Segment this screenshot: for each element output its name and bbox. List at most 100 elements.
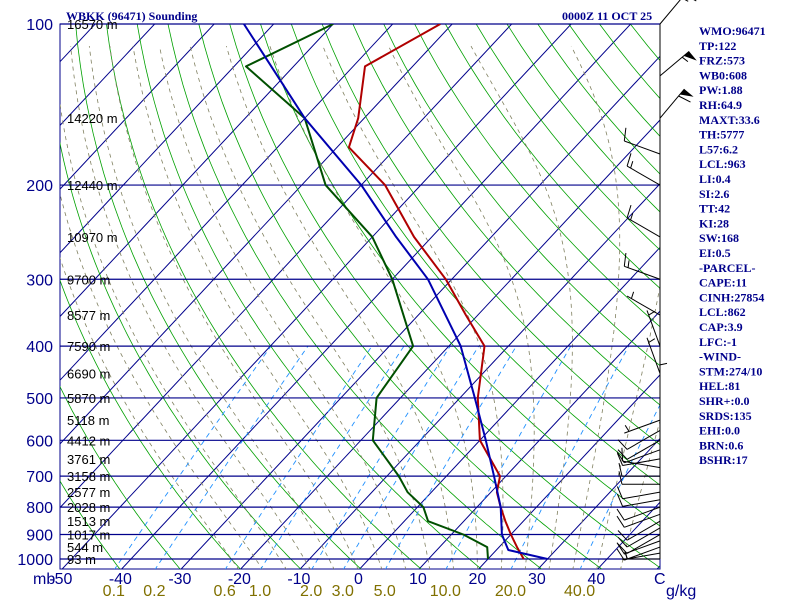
barb-staff — [622, 499, 661, 507]
moist-adiabat-line — [88, 46, 335, 569]
pressure-unit: mb — [33, 571, 55, 588]
dry-adiabat-line — [60, 141, 302, 569]
moist-adiabat-line — [60, 101, 287, 569]
barb-staff — [626, 429, 661, 450]
wind-barb — [617, 439, 661, 460]
wind-barb — [616, 506, 661, 521]
wind-barb — [616, 486, 661, 500]
temperature-tick-label: -40 — [109, 571, 132, 588]
mixing-ratio-line — [224, 345, 373, 569]
wind-barb — [659, 0, 697, 25]
dry-adiabat-line — [198, 24, 603, 569]
moist-adiabat-line — [322, 45, 504, 569]
mixing-ratio-line — [445, 345, 572, 569]
barb-staff — [626, 217, 661, 238]
mixing-ratio-line — [114, 345, 272, 569]
isotherm-line — [60, 24, 215, 190]
pressure-label: 100 — [26, 17, 53, 34]
index-line: WB0:608 — [699, 68, 747, 82]
barb-feather — [618, 462, 623, 477]
isotherm-line — [60, 24, 453, 445]
wind-barb — [626, 291, 661, 316]
barb-half-feather — [630, 161, 634, 169]
barb-feather — [616, 548, 625, 561]
index-line: -PARCEL- — [699, 261, 755, 275]
moist-adiabat-line — [132, 46, 383, 569]
moist-adiabat-line — [570, 45, 621, 569]
wind-barb — [618, 462, 661, 477]
barb-half-feather — [681, 56, 689, 62]
barb-feather — [617, 439, 628, 450]
barb-half-feather — [630, 212, 634, 221]
barb-staff — [646, 337, 661, 374]
barb-half-feather — [627, 260, 630, 268]
pressure-label: 500 — [26, 391, 53, 408]
index-line: FRZ:573 — [699, 54, 745, 68]
sounding-profiles — [243, 24, 548, 560]
barb-feather — [618, 471, 623, 485]
height-label: 4412 m — [67, 433, 110, 448]
moist-adiabat-line — [60, 192, 263, 569]
isotherm-line — [180, 55, 660, 569]
wind-barb — [617, 534, 661, 554]
barb-staff — [624, 449, 661, 464]
background-grid — [60, 24, 660, 569]
index-line: MAXT:33.6 — [699, 113, 760, 127]
index-line: BSHR:17 — [699, 453, 748, 467]
index-line: CINH:27854 — [699, 290, 764, 304]
mixing-ratio-line — [311, 345, 451, 569]
height-label: 6690 m — [67, 366, 110, 381]
temperature-tick-label: -10 — [287, 571, 310, 588]
barb-feather — [617, 543, 628, 554]
index-line: TH:5777 — [699, 128, 744, 142]
index-line: RH:64.9 — [699, 98, 742, 112]
wind-barb — [624, 419, 661, 434]
wind-barb — [626, 153, 661, 186]
height-label: 7590 m — [67, 339, 110, 354]
barb-staff — [622, 491, 661, 500]
pressure-label: 700 — [26, 469, 53, 486]
index-line: KI:28 — [699, 216, 729, 230]
index-line: EHI:0.0 — [699, 424, 740, 438]
barb-staff — [624, 419, 661, 434]
height-label: 3158 m — [67, 469, 110, 484]
wind-barb — [659, 88, 694, 119]
wind-barb — [616, 453, 661, 466]
barb-feather — [616, 493, 624, 507]
barb-pennant — [679, 89, 694, 97]
wind-barb — [616, 513, 661, 528]
barb-feather — [617, 449, 628, 460]
barb-staff — [626, 295, 661, 316]
barb-staff — [622, 460, 661, 469]
height-label: 1513 m — [67, 514, 110, 529]
dry-adiabat-line — [445, 24, 660, 289]
pressure-label: 400 — [26, 339, 53, 356]
dry-adiabat-line — [260, 24, 660, 527]
height-label: 2577 m — [67, 485, 110, 500]
wind-barbs — [616, 0, 697, 561]
index-line: TT:42 — [699, 202, 730, 216]
dry-adiabat-line — [229, 24, 660, 569]
wind-barb — [616, 449, 661, 464]
index-line: LCL:862 — [699, 305, 746, 319]
height-label: 16570 m — [67, 17, 118, 32]
mixing-ratio-label: 3.0 — [332, 583, 354, 600]
moist-adiabat-line — [470, 45, 573, 569]
temperature-tick-label: -30 — [168, 571, 191, 588]
mixing-ratio-label: 40.0 — [564, 583, 595, 600]
barb-staff — [626, 534, 661, 554]
barb-staff — [624, 265, 661, 280]
height-label: 2028 m — [67, 500, 110, 515]
index-line: CAP:3.9 — [699, 320, 743, 334]
index-line: SW:168 — [699, 231, 739, 245]
mixing-ratio-label: 2.0 — [300, 583, 322, 600]
isotherm-line — [477, 374, 660, 569]
wind-barb — [617, 520, 661, 541]
wind-barb — [659, 51, 697, 77]
mixing-ratio-label: 0.6 — [213, 583, 235, 600]
barb-staff — [624, 513, 661, 528]
barb-staff — [646, 310, 661, 347]
barb-staff — [626, 520, 661, 541]
mixing-ratio-label: 5.0 — [374, 583, 396, 600]
barb-feather — [626, 153, 632, 167]
